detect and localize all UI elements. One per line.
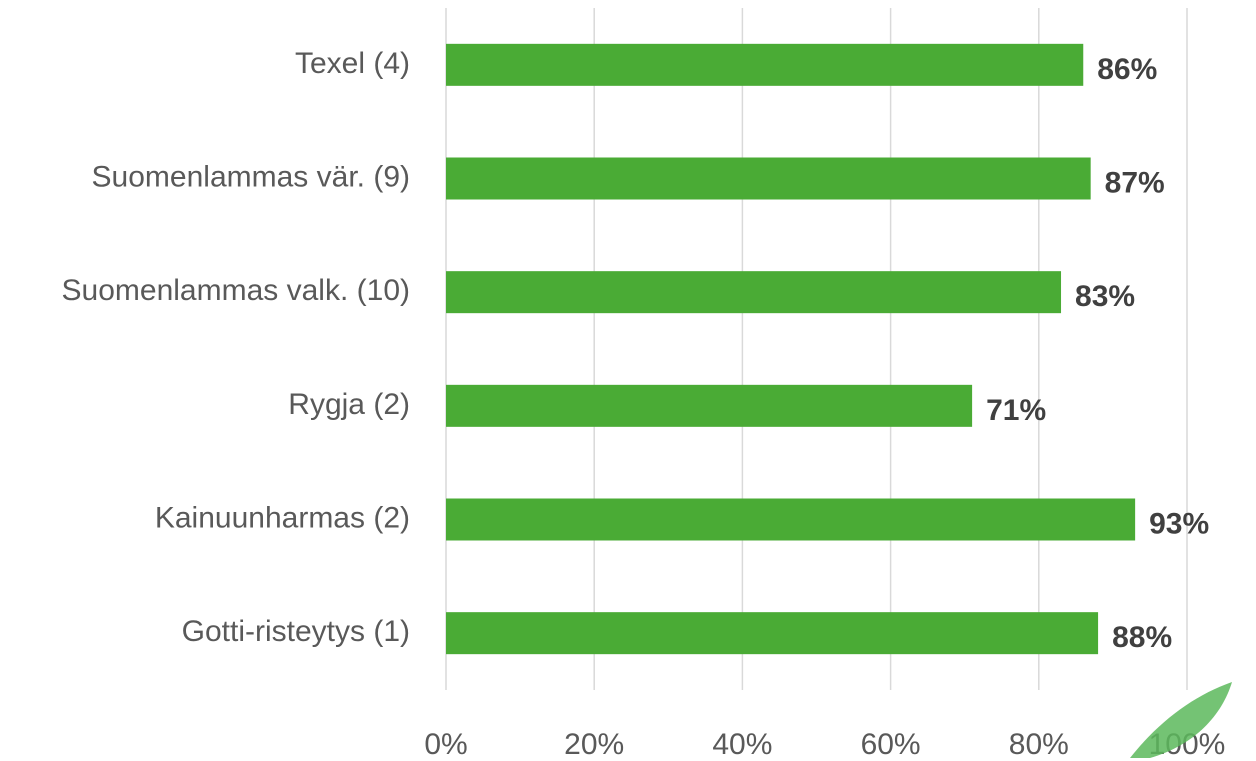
logo-leaf xyxy=(1130,682,1232,758)
x-tick-label: 20% xyxy=(564,728,624,761)
value-label: 71% xyxy=(986,394,1046,427)
bar xyxy=(446,157,1091,200)
x-tick-label: 60% xyxy=(861,728,921,761)
marks: Texel (4) 86% Suomenlammas vär. (9) 87% Suom… xyxy=(62,43,1209,655)
category-label: Suomenlammas valk. (10) xyxy=(62,274,410,307)
category-label: Gotti-risteytys (1) xyxy=(182,615,410,648)
bar xyxy=(446,271,1062,314)
category-label: Texel (4) xyxy=(295,47,410,80)
value-label: 87% xyxy=(1105,166,1165,199)
bar xyxy=(446,498,1136,541)
category-label: Rygja (2) xyxy=(288,388,410,421)
x-tick-label: 0% xyxy=(424,728,467,761)
bar xyxy=(446,43,1084,86)
value-label: 93% xyxy=(1149,507,1209,540)
grid: 0% 20% 40% 60% 80% 100% xyxy=(424,8,1225,761)
bar xyxy=(446,384,973,427)
x-tick-label: 40% xyxy=(712,728,772,761)
x-tick-label: 80% xyxy=(1009,728,1069,761)
value-label: 86% xyxy=(1097,53,1157,86)
category-label: Kainuunharmas (2) xyxy=(155,501,410,534)
bar xyxy=(446,612,1099,655)
value-label: 83% xyxy=(1075,280,1135,313)
category-label: Suomenlammas vär. (9) xyxy=(92,160,410,193)
value-label: 88% xyxy=(1112,621,1172,654)
